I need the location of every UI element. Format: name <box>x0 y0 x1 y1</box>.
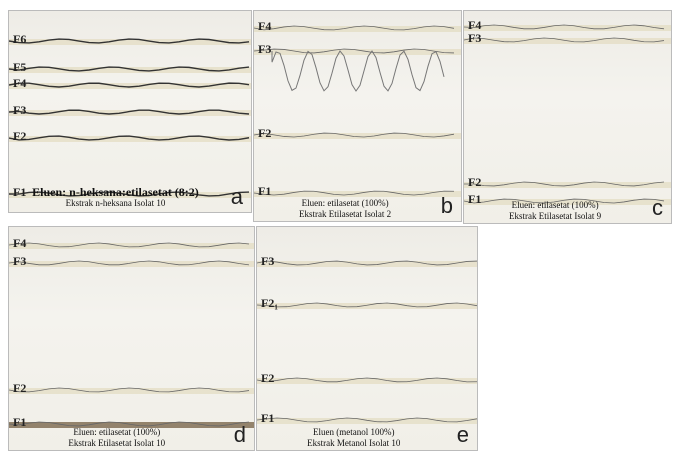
bands <box>464 24 671 205</box>
band <box>9 388 254 394</box>
panel-letter: a <box>230 184 243 209</box>
solvent-line <box>9 421 250 427</box>
band <box>254 26 461 32</box>
fraction-label: F3 <box>258 42 272 56</box>
solvent-line <box>257 260 477 266</box>
solvent-line <box>9 191 250 197</box>
tlc-panel: F4 F3 F2 F1 Eluen: etilasetat (100%) Ekstrak … <box>253 10 462 222</box>
solvent-line <box>9 38 250 44</box>
solvent-line <box>254 132 455 138</box>
solvent-line <box>464 181 665 187</box>
band <box>254 49 461 55</box>
band <box>9 83 251 89</box>
solvent-line <box>257 377 477 383</box>
fraction-label: F4 <box>258 19 272 33</box>
panel-letter: e <box>456 422 469 447</box>
band <box>257 303 477 309</box>
fraction-label: F1 <box>261 411 275 425</box>
fraction-label: F4 <box>13 76 27 90</box>
solvent-line <box>464 198 665 204</box>
fraction-label: F4 <box>13 236 27 250</box>
caption: Eluen (metanol 100%) <box>313 427 395 437</box>
fraction-label: F6 <box>13 32 27 46</box>
fraction-label: F1 <box>468 192 482 206</box>
band <box>254 133 461 139</box>
bands <box>9 38 251 198</box>
fraction-label: F4 <box>468 18 482 32</box>
tlc-panel: F6 F5 F4 F3 F2 F1 Eluen: n-heksana:etilasetat … <box>8 10 252 213</box>
caption: Ekstrak Etilasetat Isolat 2 <box>298 209 392 219</box>
fraction-label: F2 <box>261 371 275 385</box>
caption: Ekstrak Etilasetat Isolat 9 <box>508 211 602 221</box>
fraction-label: F2 <box>13 129 27 143</box>
band <box>257 378 477 384</box>
solvent-line <box>254 190 455 196</box>
tlc-panel: F4 F3 F2 F1 Eluen: etilasetat (100%) Ekstrak … <box>8 226 255 451</box>
caption: Ekstrak n-heksana Isolat 10 <box>65 198 166 208</box>
band <box>9 422 254 428</box>
fraction-label: F3 <box>468 31 482 45</box>
tlc-panel: F4 F3 F2 F1 Eluen: etilasetat (100%) Ekstrak … <box>463 10 672 224</box>
solvent-line <box>257 302 477 308</box>
caption: Eluen: etilasetat (100%) <box>73 427 161 437</box>
fraction-label: F3 <box>13 254 27 268</box>
fraction-label: F2₁ <box>261 296 278 310</box>
solvent-line <box>9 135 250 141</box>
panel-letter: d <box>233 422 246 447</box>
fraction-label: F1 <box>258 184 272 198</box>
fraction-label: F1 <box>13 415 27 429</box>
bands <box>9 242 254 428</box>
solvent-line <box>254 48 455 54</box>
solvent-line <box>9 387 250 393</box>
solvent-line <box>9 82 250 88</box>
caption: Eluen: n-heksana:etilasetat (8:2) <box>32 185 199 199</box>
band <box>464 25 671 31</box>
solvent-line <box>254 25 455 31</box>
solvent-line <box>464 24 665 30</box>
fraction-label: F1 <box>13 185 27 199</box>
band <box>9 136 251 142</box>
band <box>464 182 671 188</box>
band <box>9 67 251 73</box>
band <box>9 39 251 45</box>
fraction-label: F2 <box>468 175 482 189</box>
solvent-line <box>9 242 250 248</box>
solvent-line <box>9 260 250 266</box>
panel-letter: c <box>652 195 663 220</box>
solvent-line <box>9 66 250 72</box>
band <box>464 199 671 205</box>
caption: Ekstrak Metanol Isolat 10 <box>307 438 401 448</box>
fraction-label: F3 <box>13 103 27 117</box>
band <box>9 243 254 249</box>
tlc-panel: F3 F2₁ F2 F1 Eluen (metanol 100%) Ekstrak Met… <box>256 226 478 451</box>
caption: Eluen: etilasetat (100%) <box>511 200 599 210</box>
caption: Ekstrak Etilasetat Isolat 10 <box>68 438 166 448</box>
bands <box>254 25 461 197</box>
fraction-label: F2 <box>258 126 272 140</box>
panel-letter: b <box>440 193 453 218</box>
bands <box>257 260 477 424</box>
solvent-line <box>9 109 250 115</box>
band <box>257 418 477 424</box>
solvent-line <box>257 417 477 423</box>
spot-trail <box>271 50 445 92</box>
band <box>257 261 477 267</box>
fraction-label: F2 <box>13 381 27 395</box>
band <box>9 110 251 116</box>
solvent-line <box>464 37 665 43</box>
band <box>9 261 254 267</box>
band <box>254 191 461 197</box>
fraction-label: F5 <box>13 60 27 74</box>
fraction-label: F3 <box>261 254 275 268</box>
caption: Eluen: etilasetat (100%) <box>301 198 389 208</box>
